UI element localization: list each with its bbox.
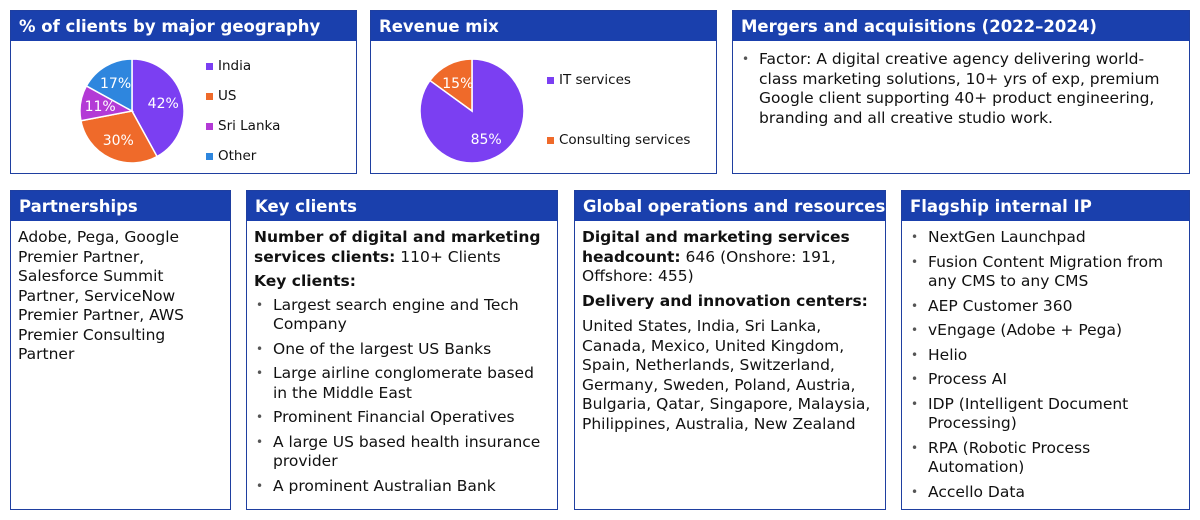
flagship-ip-title: Flagship internal IP [902, 191, 1189, 221]
list-item: IDP (Intelligent Document Processing) [909, 395, 1182, 434]
revenue-pie-chart: 85% 15% [419, 58, 525, 164]
geography-pie-chart: 42% 30% 11% 17% [79, 58, 185, 164]
revenue-panel: Revenue mix 85% 15% IT services Consultin… [370, 10, 717, 174]
revenue-title: Revenue mix [371, 11, 716, 41]
client-count: Number of digital and marketing services… [254, 228, 550, 267]
centers-text: United States, India, Sri Lanka, Canada,… [582, 317, 871, 433]
legend-label: India [218, 58, 252, 74]
legend-swatch [547, 136, 554, 144]
key-clients-panel: Key clients Number of digital and market… [246, 190, 558, 510]
pie-label-india: 42% [148, 96, 179, 112]
list-item: AEP Customer 360 [909, 297, 1182, 317]
legend-swatch [206, 92, 213, 100]
pie-label-it-services: 85% [471, 132, 502, 148]
legend-item-sri-lanka: Sri Lanka [206, 118, 280, 134]
list-item: vEngage (Adobe + Pega) [909, 321, 1182, 341]
geography-panel: % of clients by major geography 42% 30% 11… [10, 10, 357, 174]
pie-label-other: 17% [100, 76, 131, 92]
pie-slice-other [85, 58, 133, 113]
geography-title: % of clients by major geography [11, 11, 356, 41]
legend-item-it-services: IT services [547, 72, 631, 88]
headcount: Digital and marketing services headcount… [582, 228, 878, 287]
legend-item-consulting-services: Consulting services [547, 132, 690, 148]
legend-item-india: India [206, 58, 251, 74]
key-clients-list: Largest search engine and Tech Company O… [254, 296, 550, 497]
list-item: A prominent Australian Bank [254, 477, 550, 497]
legend-label: Consulting services [559, 132, 691, 148]
list-item: NextGen Launchpad [909, 228, 1182, 248]
legend-swatch [547, 76, 554, 84]
legend-label: Other [218, 148, 257, 164]
pie-slice-consulting-services [428, 58, 473, 113]
pie-label-us: 30% [103, 133, 134, 149]
list-item: A large US based health insurance provid… [254, 433, 550, 472]
mna-panel: Mergers and acquisitions (2022–2024) Fac… [732, 10, 1190, 174]
key-clients-title: Key clients [247, 191, 557, 221]
pie-label-sri-lanka: 11% [85, 99, 116, 115]
legend-label: Sri Lanka [218, 118, 281, 134]
client-count-label: Number of digital and marketing services… [254, 228, 541, 266]
client-count-value: 110+ Clients [395, 247, 501, 266]
legend-swatch [206, 62, 213, 70]
partnerships-text: Adobe, Pega, Google Premier Partner, Sal… [18, 228, 184, 363]
legend-swatch [206, 122, 213, 130]
list-item: One of the largest US Banks [254, 340, 550, 360]
legend-swatch [206, 152, 213, 160]
list-item: RPA (Robotic Process Automation) [909, 439, 1182, 478]
mna-list: Factor: A digital creative agency delive… [740, 50, 1182, 128]
pie-slice-us [80, 110, 159, 164]
list-item: Largest search engine and Tech Company [254, 296, 550, 335]
legend-label: US [218, 88, 237, 104]
global-ops-title: Global operations and resources [575, 191, 885, 221]
list-item: Large airline conglomerate based in the … [254, 364, 550, 403]
list-item: Accello Data [909, 483, 1182, 503]
key-clients-subheading: Key clients: [254, 272, 356, 290]
headcount-label: Digital and marketing services headcount… [582, 228, 850, 266]
global-ops-panel: Global operations and resources Digital … [574, 190, 886, 510]
legend-item-other: Other [206, 148, 256, 164]
headcount-value: 646 (Onshore: 191, Offshore: 455) [582, 247, 836, 286]
partnerships-panel: Partnerships Adobe, Pega, Google Premier… [10, 190, 231, 510]
flagship-ip-list: NextGen Launchpad Fusion Content Migrati… [909, 228, 1182, 502]
pie-label-consulting-services: 15% [442, 76, 473, 92]
legend-item-us: US [206, 88, 236, 104]
list-item: Helio [909, 346, 1182, 366]
mna-title: Mergers and acquisitions (2022–2024) [733, 11, 1189, 41]
partnerships-title: Partnerships [11, 191, 230, 221]
list-item: Process AI [909, 370, 1182, 390]
pie-slice-india [131, 58, 185, 158]
flagship-ip-panel: Flagship internal IP NextGen Launchpad F… [901, 190, 1190, 510]
legend-label: IT services [559, 72, 631, 88]
centers-label: Delivery and innovation centers: [582, 291, 868, 310]
mna-item: Factor: A digital creative agency delive… [740, 50, 1182, 128]
list-item: Prominent Financial Operatives [254, 408, 550, 428]
list-item: Fusion Content Migration from any CMS to… [909, 253, 1182, 292]
